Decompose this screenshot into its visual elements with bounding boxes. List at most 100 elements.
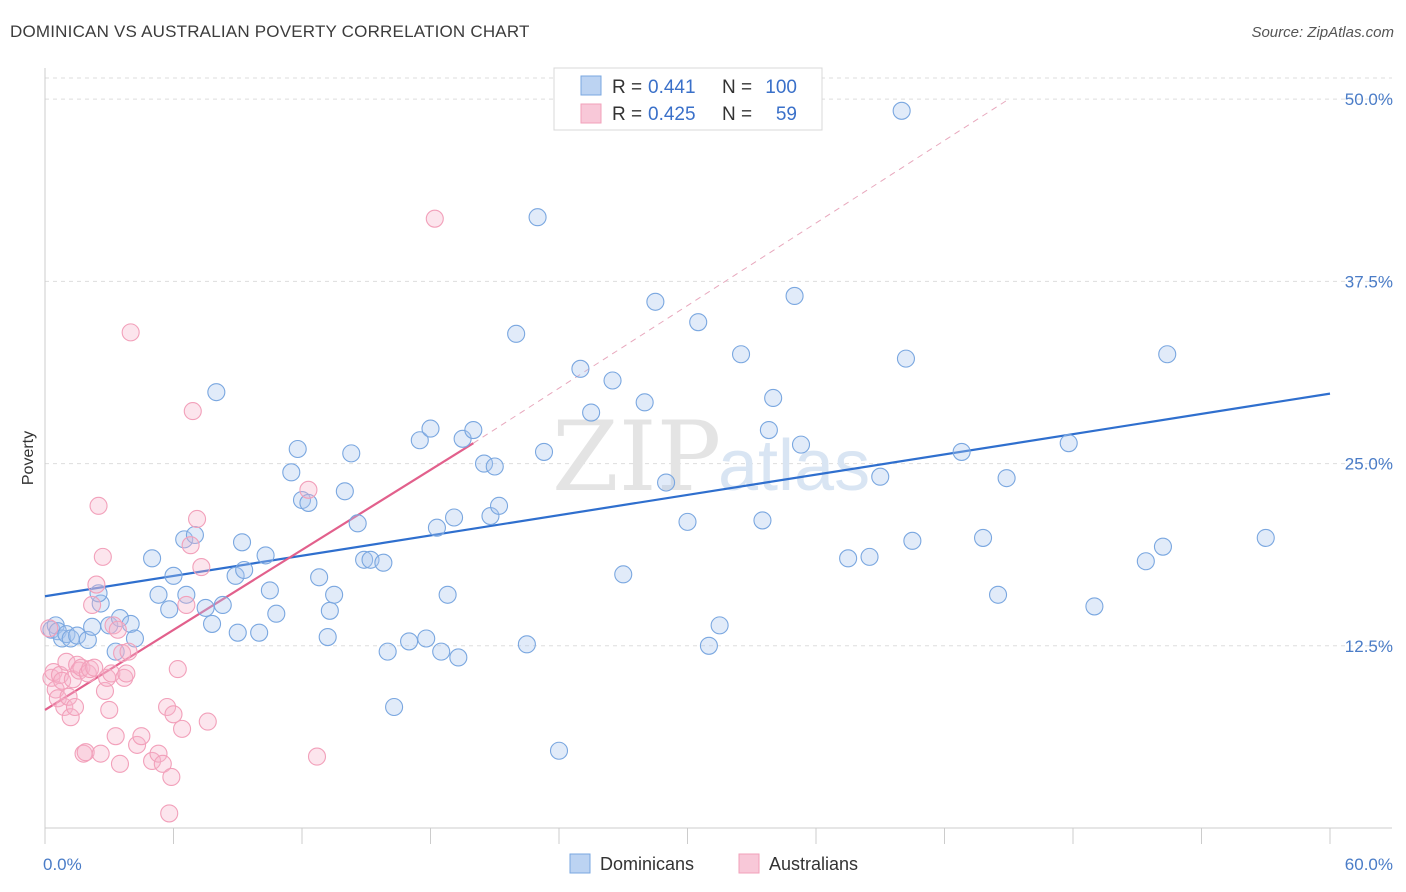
point-australians-20 bbox=[83, 595, 102, 615]
point-australians-38 bbox=[121, 323, 140, 342]
point-dominicans-39 bbox=[310, 568, 329, 587]
point-australians-39 bbox=[128, 735, 147, 754]
point-dominicans-53 bbox=[417, 629, 436, 648]
point-australians-40 bbox=[132, 727, 151, 746]
point-dominicans-97 bbox=[997, 469, 1016, 488]
point-dominicans-79 bbox=[689, 313, 708, 332]
point-dominicans-26 bbox=[213, 595, 232, 615]
point-australians-43 bbox=[153, 754, 172, 773]
legend-n-value-2: 59 bbox=[776, 104, 797, 125]
point-dominicans-103 bbox=[1256, 528, 1275, 547]
point-australians-45 bbox=[160, 804, 179, 823]
point-dominicans-92 bbox=[896, 349, 916, 368]
point-dominicans-78 bbox=[678, 512, 697, 531]
point-dominicans-65 bbox=[489, 496, 509, 515]
point-dominicans-17 bbox=[149, 585, 168, 604]
point-dominicans-76 bbox=[646, 292, 665, 311]
point-dominicans-13 bbox=[110, 609, 130, 628]
legend-r-value-1: 0.441 bbox=[648, 77, 696, 98]
point-dominicans-75 bbox=[635, 393, 654, 412]
point-dominicans-30 bbox=[235, 560, 254, 580]
legend-swatch-australians bbox=[580, 103, 602, 124]
point-dominicans-23 bbox=[196, 598, 215, 617]
point-australians-51 bbox=[181, 536, 200, 555]
point-dominicans-25 bbox=[207, 383, 226, 402]
point-australians-9 bbox=[59, 687, 78, 706]
point-australians-7 bbox=[55, 697, 74, 717]
point-dominicans-89 bbox=[860, 547, 879, 566]
y-tick-label-0: 12.5% bbox=[1345, 637, 1393, 656]
point-dominicans-32 bbox=[256, 546, 275, 565]
y-tick-labels: 12.5% 25.0% 37.5% 50.0% bbox=[1345, 90, 1393, 656]
legend-r-value-2: 0.425 bbox=[648, 104, 696, 125]
point-dominicans-68 bbox=[528, 208, 547, 227]
grid-lines bbox=[45, 77, 1392, 647]
point-dominicans-66 bbox=[507, 324, 526, 343]
point-dominicans-77 bbox=[657, 473, 676, 492]
point-dominicans-98 bbox=[1059, 434, 1078, 453]
legend-n-label-2: N = bbox=[722, 104, 752, 125]
point-australians-37 bbox=[119, 642, 138, 661]
point-australians-17 bbox=[76, 743, 95, 762]
trend-line-1 bbox=[44, 442, 474, 711]
point-dominicans-43 bbox=[335, 482, 354, 501]
point-dominicans-81 bbox=[710, 616, 729, 635]
point-australians-33 bbox=[110, 754, 130, 773]
point-australians-25 bbox=[93, 547, 112, 566]
point-australians-31 bbox=[106, 727, 125, 746]
trend-extension-1 bbox=[473, 98, 1010, 444]
point-dominicans-84 bbox=[759, 420, 778, 440]
series-legend-swatch-australians bbox=[738, 853, 760, 874]
point-dominicans-99 bbox=[1085, 597, 1104, 616]
legend-r-label-2: R = bbox=[612, 104, 642, 125]
point-dominicans-59 bbox=[449, 648, 468, 667]
point-dominicans-34 bbox=[267, 604, 286, 623]
watermark: ZIP atlas bbox=[552, 401, 870, 513]
point-australians-28 bbox=[100, 700, 119, 719]
trend-line-0 bbox=[44, 392, 1331, 598]
point-dominicans-46 bbox=[355, 550, 374, 569]
point-dominicans-16 bbox=[143, 549, 162, 568]
point-dominicans-19 bbox=[164, 566, 183, 585]
point-dominicans-15 bbox=[125, 629, 144, 648]
point-australians-26 bbox=[95, 681, 115, 701]
watermark-zip: ZIP bbox=[552, 401, 721, 513]
x-tick-label-1: 60.0% bbox=[1345, 855, 1393, 874]
point-australians-49 bbox=[173, 719, 192, 738]
series-legend: Dominicans Australians bbox=[569, 853, 858, 874]
series-legend-label-dominicans: Dominicans bbox=[600, 854, 694, 874]
point-dominicans-51 bbox=[400, 632, 419, 651]
point-australians-22 bbox=[87, 575, 106, 594]
point-australians-54 bbox=[192, 558, 211, 577]
point-dominicans-50 bbox=[385, 697, 404, 717]
point-dominicans-87 bbox=[791, 435, 811, 454]
point-dominicans-101 bbox=[1153, 537, 1172, 556]
point-dominicans-6 bbox=[68, 626, 87, 645]
point-australians-44 bbox=[158, 697, 177, 717]
point-australians-23 bbox=[89, 496, 108, 515]
x-tick-labels: 0.0% 60.0% bbox=[43, 855, 1393, 874]
point-dominicans-35 bbox=[282, 463, 301, 482]
point-dominicans-52 bbox=[410, 431, 429, 450]
point-australians-12 bbox=[65, 697, 85, 717]
point-australians-34 bbox=[113, 644, 132, 663]
point-dominicans-28 bbox=[228, 623, 247, 642]
point-dominicans-57 bbox=[438, 585, 457, 604]
point-dominicans-49 bbox=[378, 642, 397, 661]
point-dominicans-38 bbox=[299, 493, 318, 512]
point-australians-0 bbox=[40, 619, 59, 638]
y-tick-label-2: 37.5% bbox=[1345, 272, 1393, 291]
point-dominicans-70 bbox=[549, 741, 569, 760]
point-dominicans-83 bbox=[753, 511, 772, 530]
point-dominicans-40 bbox=[318, 627, 337, 647]
axes bbox=[44, 68, 1392, 844]
legend-n-label-1: N = bbox=[722, 77, 752, 98]
watermark-atlas: atlas bbox=[718, 426, 870, 506]
point-dominicans-8 bbox=[83, 617, 102, 636]
point-dominicans-94 bbox=[952, 442, 971, 461]
point-dominicans-67 bbox=[517, 635, 536, 654]
point-dominicans-72 bbox=[582, 403, 601, 422]
stats-legend: R = 0.441 N = 100 R = 0.425 N = 59 bbox=[553, 67, 823, 131]
data-points bbox=[40, 101, 1275, 823]
